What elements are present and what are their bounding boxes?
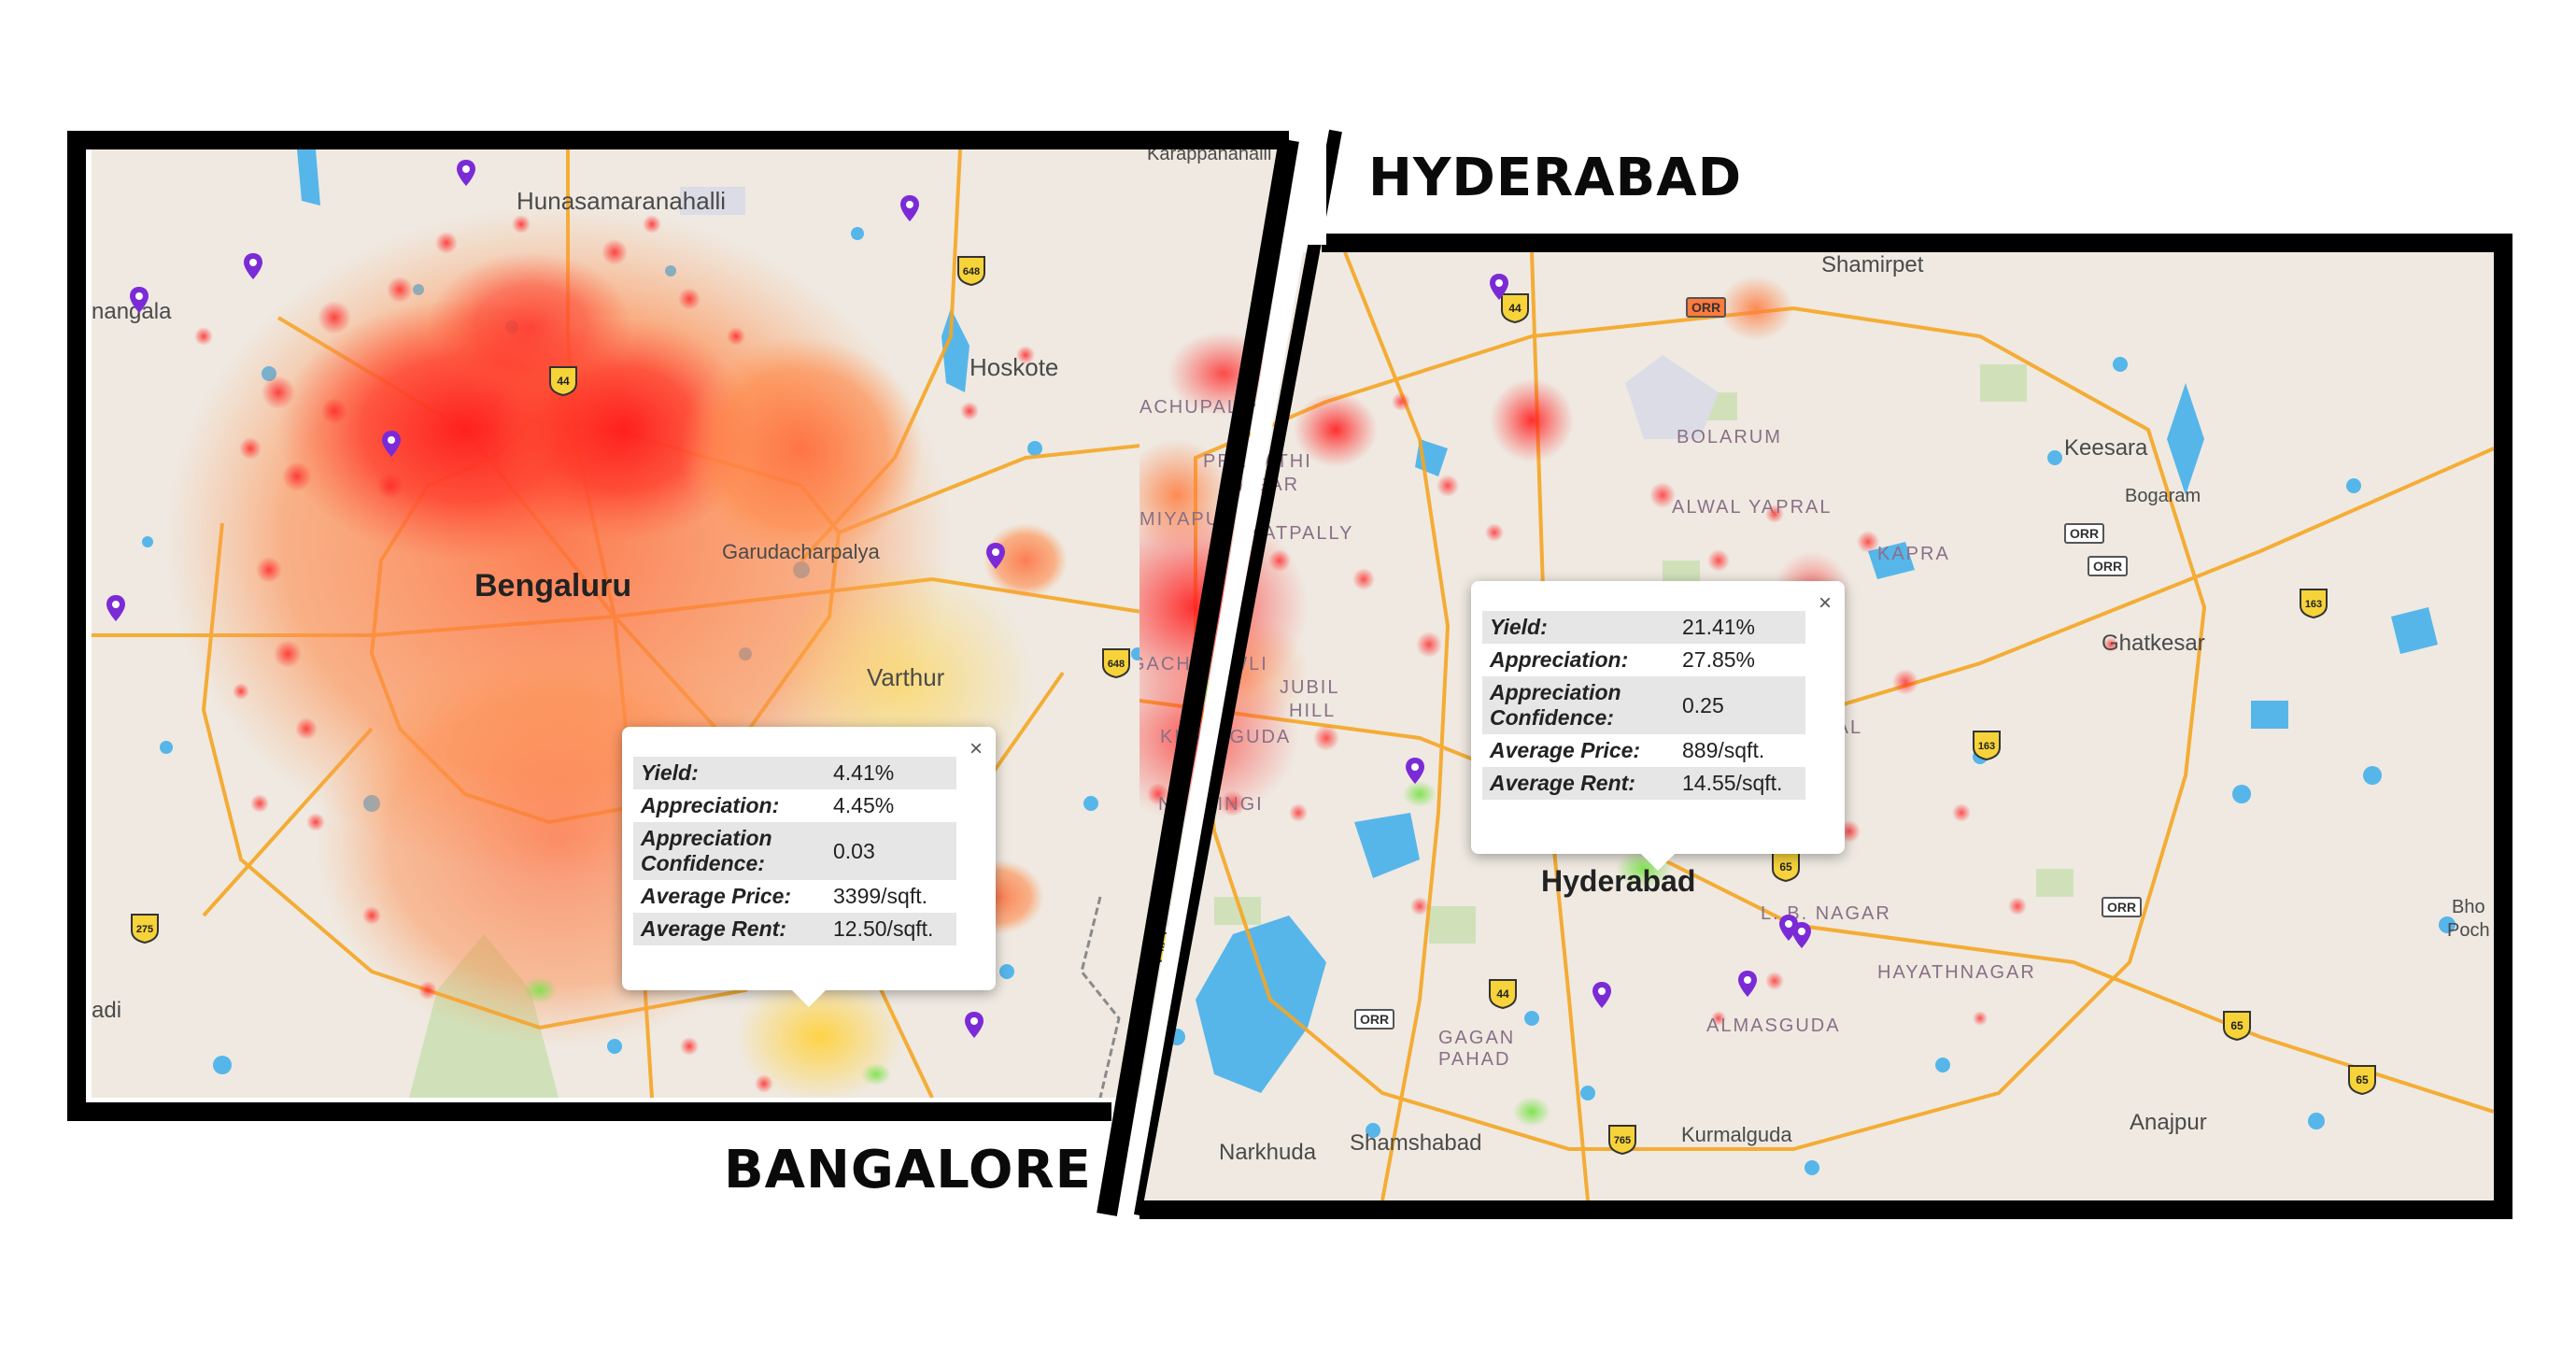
map-marker-icon[interactable] — [106, 594, 126, 622]
label-gagan: GAGAN — [1438, 1028, 1516, 1048]
popup-tip — [792, 990, 826, 1007]
svg-text:44: 44 — [1496, 987, 1509, 1001]
title-hyderabad: HYDERABAD — [1368, 148, 1743, 208]
map-marker-icon[interactable] — [964, 1011, 984, 1039]
popup-tip — [1641, 854, 1675, 871]
metric-row-price: Average Price: 3399/sqft. — [641, 884, 928, 908]
label-kukatpally: KUKATPALLY — [1219, 523, 1354, 544]
label-khajaguda: KHAJAGUDA — [1160, 727, 1292, 747]
bangalore-map[interactable]: Hunasamaranahalli Hoskote Garudacharpaly… — [92, 149, 1292, 1098]
label-shamshabad: Shamshabad — [1350, 1130, 1482, 1156]
map-marker-icon[interactable] — [1791, 921, 1812, 949]
label-keesara: Keesara — [2064, 435, 2148, 461]
label-hayathnagar: HAYATHNAGAR — [1877, 962, 2036, 983]
label-narkhuda: Narkhuda — [1219, 1140, 1317, 1165]
highway-shield-icon: 44 — [549, 366, 577, 396]
label-alwal-yapral: ALWAL YAPRAL — [1672, 497, 1833, 518]
svg-text:648: 648 — [963, 266, 980, 277]
label-ghatkesar: Ghatkesar — [2102, 631, 2205, 656]
label-almasguda: ALMASGUDA — [1706, 1015, 1841, 1036]
svg-text:65: 65 — [2356, 1073, 2369, 1086]
highway-shield-icon: 275 — [131, 914, 159, 944]
label-bogaram: Bogaram — [2125, 486, 2201, 506]
highway-shield-icon: 65 — [2348, 1065, 2376, 1095]
metric-row-rent: Average Rent: 14.55/sqft. — [1482, 767, 1805, 800]
map-marker-icon[interactable] — [1405, 757, 1425, 785]
map-marker-icon[interactable] — [243, 252, 263, 280]
metric-row-yield: Yield: 4.41% — [633, 757, 956, 789]
svg-text:648: 648 — [1108, 659, 1125, 670]
highway-shield-icon: 765 — [1608, 1125, 1636, 1155]
map-marker-icon[interactable] — [456, 159, 476, 187]
highway-shield-icon: 163 — [2300, 589, 2328, 618]
metrics-table: Yield: 21.41% Appreciation: 27.85% Appreci… — [1482, 611, 1805, 800]
svg-text:44: 44 — [557, 375, 570, 388]
svg-text:163: 163 — [2305, 599, 2322, 610]
label-bengaluru: Bengaluru — [474, 568, 632, 604]
hyderabad-info-popup: × Yield: 21.41% Appreciation: 27.85% Appre… — [1471, 581, 1845, 871]
metric-row-price: Average Price: 889/sqft. — [1490, 738, 1765, 762]
bangalore-info-popup: × Yield: 4.41% Appreciation: 4.45% Appreci… — [622, 727, 996, 1007]
metrics-table: Yield: 4.41% Appreciation: 4.45% Appreciat… — [633, 757, 956, 945]
metric-row-yield: Yield: 21.41% — [1482, 611, 1805, 644]
label-pochampally: Poch — [2447, 920, 2490, 941]
popup-close-button[interactable]: × — [1818, 590, 1832, 616]
map-marker-icon[interactable] — [1489, 273, 1509, 301]
map-marker-icon[interactable] — [129, 286, 149, 314]
svg-text:765: 765 — [1614, 1135, 1631, 1146]
orr-badge: ORR — [2064, 523, 2105, 544]
label-hunasamaranahalli: Hunasamaranahalli — [517, 187, 727, 215]
label-anajpur: Anajpur — [2130, 1110, 2207, 1135]
label-jubilee: JUBIL — [1280, 677, 1340, 698]
label-karappanahalli: Karappanahalli — [1147, 149, 1272, 164]
label-kurmalguda: Kurmalguda — [1681, 1123, 1792, 1146]
map-marker-icon[interactable] — [899, 194, 920, 222]
label-varthur: Varthur — [867, 663, 945, 691]
label-bolarum: BOLARUM — [1677, 427, 1782, 447]
svg-text:63: 63 — [1154, 941, 1167, 954]
orr-badge: ORR — [2088, 556, 2129, 576]
label-hills: HILL — [1289, 701, 1337, 721]
highway-shield-icon: 163 — [1973, 731, 2001, 760]
svg-text:65: 65 — [1779, 860, 1792, 873]
orr-badge: ORR — [2102, 897, 2143, 917]
highway-shield-icon: 648 — [957, 256, 985, 286]
hyderabad-map[interactable]: ORR ORR ORR ORR ORR 44 163 163 65 65 65 … — [1139, 252, 2494, 1200]
map-marker-icon[interactable] — [1592, 981, 1612, 1009]
highway-shield-icon: 63 — [1146, 932, 1174, 962]
label-pahad: PAHAD — [1438, 1049, 1511, 1070]
label-garudacharpalya: Garudacharpalya — [722, 540, 880, 563]
label-shamirpet: Shamirpet — [1821, 252, 1924, 277]
popup-close-button[interactable]: × — [969, 736, 983, 761]
label-bhongir: Bho — [2452, 897, 2485, 917]
svg-text:275: 275 — [136, 924, 153, 935]
label-pragathi: PRAGATHI — [1203, 451, 1312, 472]
label-hoskote: Hoskote — [970, 353, 1059, 381]
label-narsingi: NARSINGI — [1158, 794, 1264, 815]
map-marker-icon[interactable] — [381, 430, 402, 458]
orr-badge: ORR — [1686, 297, 1727, 318]
highway-shield-icon: 44 — [1489, 979, 1517, 1009]
label-nagar: NAGAR — [1224, 475, 1300, 495]
map-marker-icon[interactable] — [1737, 970, 1758, 998]
label-achupally: ACHUPALLY — [1139, 397, 1265, 418]
highway-shield-icon: 648 — [1102, 648, 1130, 678]
metric-row-confidence: Appreciation Confidence: 0.25 — [1482, 676, 1805, 734]
metric-row-confidence: Appreciation Confidence: 0.03 — [633, 822, 956, 880]
svg-text:163: 163 — [1978, 741, 1995, 752]
metric-row-appreciation: Appreciation: 4.45% — [641, 793, 895, 817]
orr-badge: ORR — [1354, 1009, 1395, 1030]
highway-shield-icon: 65 — [2223, 1011, 2251, 1041]
map-marker-icon[interactable] — [985, 542, 1006, 570]
metric-row-rent: Average Rent: 12.50/sqft. — [633, 913, 956, 945]
highway-shield-icon: 65 — [1772, 852, 1800, 882]
label-adi: adi — [92, 998, 122, 1023]
metric-row-appreciation: Appreciation: 27.85% — [1490, 647, 1756, 672]
svg-text:65: 65 — [2230, 1019, 2243, 1032]
svg-text:44: 44 — [1508, 302, 1522, 315]
title-bangalore: BANGALORE — [724, 1140, 1092, 1200]
label-gachibowli: GACHIBOWLI — [1139, 654, 1268, 674]
label-kapra: KAPRA — [1877, 544, 1950, 564]
